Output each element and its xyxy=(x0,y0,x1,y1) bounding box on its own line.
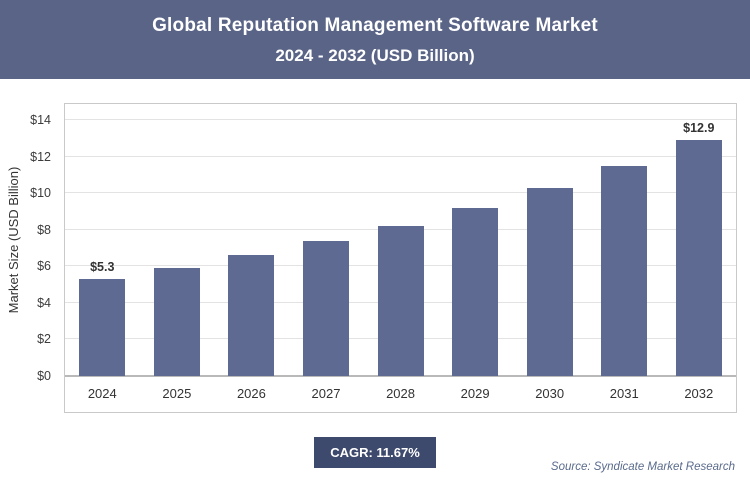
chart-header: Global Reputation Management Software Ma… xyxy=(0,0,750,79)
bar-2031 xyxy=(601,165,648,376)
chart-footer: CAGR: 11.67% Source: Syndicate Market Re… xyxy=(0,437,750,479)
bar-2024: $5.3 xyxy=(79,260,126,376)
y-tick-label-8: $8 xyxy=(37,222,51,237)
bar-cell-2029 xyxy=(438,120,513,376)
y-axis-tick-labels: $0 $2 $4 $6 $8 $10 $12 $14 xyxy=(0,113,58,383)
chart-title-line2: 2024 - 2032 (USD Billion) xyxy=(275,46,475,65)
x-axis-label-2026: 2026 xyxy=(236,386,266,401)
x-axis-label-2029: 2029 xyxy=(460,386,490,401)
cagr-badge: CAGR: 11.67% xyxy=(314,437,436,468)
chart-title-line1: Global Reputation Management Software Ma… xyxy=(152,15,598,36)
gridline-12 xyxy=(65,155,736,157)
bar-2030 xyxy=(526,187,573,376)
x-axis-label-2025: 2025 xyxy=(162,386,192,401)
source-attribution: Source: Syndicate Market Research xyxy=(550,461,735,473)
bar-cell-2025 xyxy=(140,120,215,376)
bar-2029 xyxy=(452,207,499,376)
bar-cell-2030 xyxy=(512,120,587,376)
x-axis-label-2028: 2028 xyxy=(386,386,415,401)
bar-cell-2031 xyxy=(587,120,662,376)
x-axis-label-2032: 2032 xyxy=(684,386,714,401)
x-axis-labels: 2024 2025 2026 2027 2028 2029 2030 2031 2032 xyxy=(65,376,736,412)
y-tick-label-10: $10 xyxy=(30,186,51,201)
x-axis-label-2031: 2031 xyxy=(609,386,639,401)
bar-2027 xyxy=(302,240,349,376)
plot-area: $5.3 $12.9 xyxy=(65,119,736,376)
plot-box: $5.3 $12.9 2024 2025 2026 2027 2028 2029 2030 20… xyxy=(64,103,737,413)
gridline-14 xyxy=(65,119,736,120)
y-tick-label-12: $12 xyxy=(30,149,51,164)
bar-value-label-2024: $5.3 xyxy=(90,260,115,275)
x-axis-label-2024: 2024 xyxy=(87,386,117,401)
gridline-10 xyxy=(65,192,736,194)
y-tick-label-14: $14 xyxy=(30,113,51,127)
y-tick-label-4: $4 xyxy=(37,295,51,310)
bar-cell-2024: $5.3 xyxy=(65,120,140,376)
bar-cell-2027 xyxy=(289,120,364,376)
chart-area: Market Size (USD Billion) $0 $2 $4 $6 $8 $10 $… xyxy=(0,103,750,413)
bar-2025 xyxy=(153,268,200,376)
bar-value-label-2032: $12.9 xyxy=(683,121,715,136)
bar-cell-2026 xyxy=(214,120,289,376)
y-tick-label-0: $0 xyxy=(37,369,51,383)
y-tick-label-2: $2 xyxy=(37,332,51,347)
x-axis-label-2030: 2030 xyxy=(535,386,565,401)
y-tick-label-6: $6 xyxy=(37,259,51,274)
bar-2028 xyxy=(377,226,424,376)
bar-2032: $12.9 xyxy=(675,121,722,376)
x-axis-label-2027: 2027 xyxy=(311,386,341,401)
bar-cell-2028 xyxy=(363,120,438,376)
bars-row: $5.3 $12.9 xyxy=(65,120,736,376)
bar-2026 xyxy=(228,255,275,376)
bar-cell-2032: $12.9 xyxy=(662,120,737,376)
